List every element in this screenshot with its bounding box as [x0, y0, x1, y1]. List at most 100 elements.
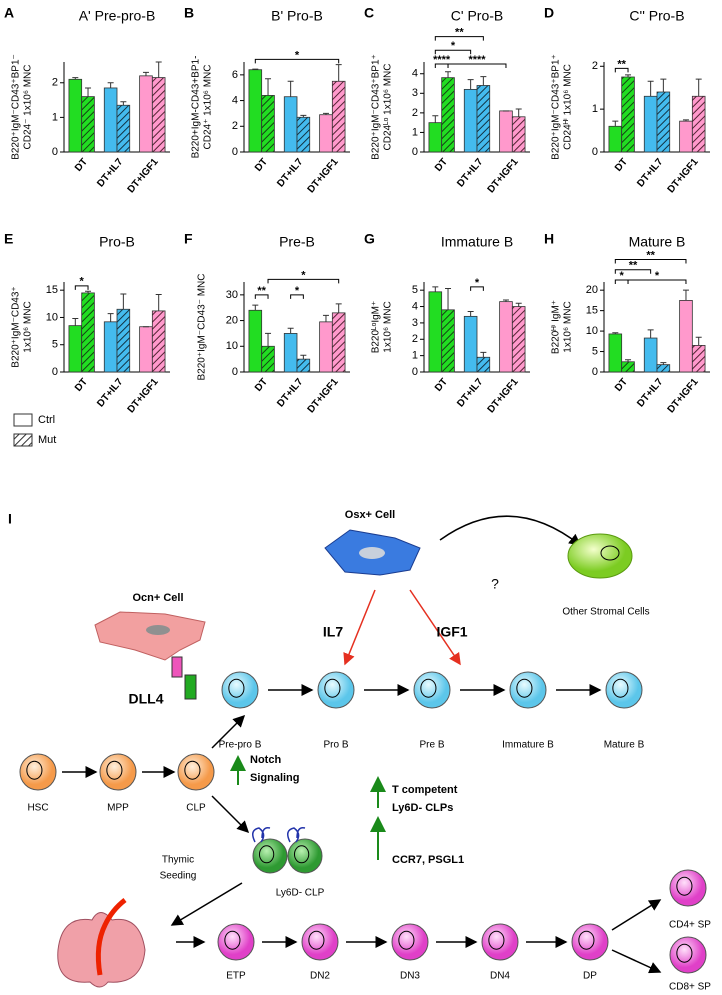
nucleus: [578, 930, 595, 950]
y-tick-label: 0: [412, 146, 418, 158]
y-tick-label: 1: [412, 350, 418, 362]
cell: [19, 753, 57, 791]
error-bar: [445, 288, 452, 310]
diagram-label: IGF1: [436, 624, 467, 640]
y-tick-label: 3: [412, 317, 418, 329]
x-tick-label: DT: [253, 377, 270, 394]
error-bar: [265, 332, 272, 347]
x-tick-label: DT+IGF1: [306, 376, 341, 415]
x-tick-label: DT+IL7: [455, 156, 485, 189]
diagram-label: Other Stromal Cells: [562, 607, 649, 618]
chart-title: Mature B: [629, 234, 686, 250]
error-bar: [120, 101, 127, 106]
cell: [571, 923, 609, 961]
y-tick-label: 1: [592, 103, 598, 115]
error-bar: [647, 329, 654, 339]
significance-label: *: [295, 49, 300, 61]
x-tick-label: DT+IGF1: [126, 376, 161, 415]
bar: [643, 95, 658, 153]
significance-bracket: [434, 49, 472, 55]
y-axis-label: B220ᴴⁱ IgM⁺: [551, 300, 562, 354]
significance-bracket: [254, 294, 269, 299]
bar: [428, 122, 443, 153]
arrow: [611, 899, 662, 931]
bar: [691, 95, 706, 153]
cell: [317, 671, 355, 709]
error-bar: [85, 87, 92, 97]
error-bar: [287, 327, 294, 334]
diagram-label: Ly6D- CLPs: [392, 802, 453, 814]
bar: [656, 364, 671, 373]
x-tick-label: DT+IGF1: [666, 376, 701, 415]
error-bar: [612, 120, 619, 127]
significance-label: *: [80, 276, 85, 288]
error-bar: [335, 64, 342, 82]
legend-label: Ctrl: [38, 414, 55, 426]
significance-bracket: [614, 259, 687, 264]
x-tick-label: DT: [253, 157, 270, 174]
bar: [511, 116, 526, 153]
diagram-label: Mature B: [604, 740, 645, 751]
diagram-label: Pre B: [419, 740, 444, 751]
significance-label: ****: [468, 54, 486, 66]
bar: [261, 345, 275, 373]
thymus: [57, 912, 146, 988]
bar: [116, 308, 131, 373]
bar: [441, 77, 455, 153]
y-tick-label: 4: [232, 94, 238, 106]
chart-title: Pro-B: [99, 234, 135, 250]
x-tick-label: DT: [73, 377, 90, 394]
nucleus: [26, 760, 43, 780]
nucleus: [600, 545, 620, 561]
error-bar: [142, 71, 149, 76]
y-axis-label: 1x10⁶ MNC: [383, 301, 394, 352]
x-tick-label: DT+IL7: [635, 156, 665, 189]
bar: [248, 309, 263, 373]
diagram-label: ETP: [226, 971, 246, 982]
bar: [248, 69, 263, 153]
bar: [621, 76, 635, 153]
y-tick-label: 15: [46, 284, 58, 296]
stromal-cell: [567, 533, 633, 579]
bar: [656, 91, 671, 153]
nucleus: [398, 930, 415, 950]
error-bar: [695, 336, 702, 346]
y-tick-label: 4: [412, 300, 418, 312]
y-tick-label: 2: [52, 77, 58, 89]
diagram-label: Notch: [250, 754, 281, 766]
error-bar: [322, 314, 329, 322]
bar: [151, 77, 166, 153]
error-bar: [625, 74, 632, 77]
panel-letter: C: [364, 5, 374, 21]
y-tick-label: 30: [226, 289, 238, 301]
nucleus: [612, 678, 629, 698]
y-tick-label: 0: [52, 146, 58, 158]
y-tick-label: 5: [52, 339, 58, 351]
panel-letter: G: [364, 231, 375, 247]
x-tick-label: DT+IL7: [95, 376, 125, 409]
nucleus: [308, 930, 325, 950]
chart-title: A' Pre-pro-B: [79, 8, 156, 24]
y-axis-label: B220⁺IgM⁻CD43⁺BP1⁺: [551, 54, 562, 160]
error-bar: [682, 289, 689, 301]
y-tick-label: 15: [586, 305, 598, 317]
y-tick-label: 2: [232, 120, 238, 132]
significance-bracket: [447, 63, 507, 68]
bar: [608, 125, 623, 153]
y-axis-label: B220⁺IgM⁻CD43⁺BP1⁺: [371, 54, 382, 160]
bar: [283, 333, 298, 373]
cell: [221, 671, 259, 709]
significance-bracket: [254, 58, 340, 64]
y-axis-label: B220ᴸᵒIgM⁺: [371, 301, 382, 354]
error-bar: [660, 78, 667, 92]
y-axis-label: B220⁺IgM⁻CD43⁺: [11, 286, 22, 367]
error-bar: [432, 286, 439, 292]
error-bar: [265, 78, 272, 96]
diagram-label: Osx+ Cell: [345, 509, 395, 521]
panel-letter: H: [544, 231, 554, 247]
cell: [252, 838, 288, 874]
error-bar: [682, 119, 689, 122]
nucleus: [420, 678, 437, 698]
chart-title: C' Pro-B: [451, 8, 503, 24]
error-bar: [287, 80, 294, 97]
